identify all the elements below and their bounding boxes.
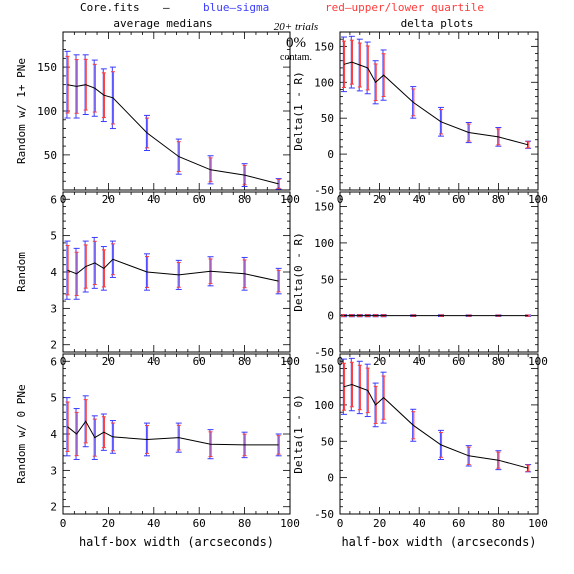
- y-tick-label: 150: [314, 40, 334, 53]
- x-tick-label: 60: [452, 193, 465, 206]
- x-tick-label: 20: [373, 193, 386, 206]
- y-tick-label: 6: [50, 193, 57, 206]
- plot-frame: [339, 353, 539, 515]
- y-tick-label: 5: [50, 392, 57, 405]
- y-tick-label: 4: [50, 428, 57, 441]
- y-axis-label: Random: [15, 252, 28, 292]
- x-tick-label: 20: [102, 355, 115, 368]
- y-tick-label: 100: [37, 105, 57, 118]
- left-column-title: average medians: [113, 17, 212, 30]
- x-tick-label: 80: [492, 193, 505, 206]
- y-axis-label: Delta(1 - R): [292, 71, 305, 150]
- x-axis-label: half-box width (arcseconds): [79, 535, 274, 549]
- median-line: [67, 420, 279, 446]
- plot-frame: [339, 31, 539, 191]
- y-axis-label: Random w/ 1+ PNe: [15, 58, 28, 164]
- y-tick-label: -50: [314, 508, 334, 521]
- x-tick-label: 60: [193, 355, 206, 368]
- x-tick-label: 80: [492, 517, 505, 530]
- right-column-title: delta plots: [401, 17, 474, 30]
- y-tick-label: -50: [314, 346, 334, 359]
- x-tick-label: 60: [452, 517, 465, 530]
- y-tick-label: 5: [50, 230, 57, 243]
- x-tick-label: 40: [147, 517, 160, 530]
- plot-frame: [62, 353, 291, 515]
- y-tick-label: 3: [50, 464, 57, 477]
- x-tick-label: 80: [238, 355, 251, 368]
- y-tick-label: 6: [50, 355, 57, 368]
- y-tick-label: 3: [50, 302, 57, 315]
- x-tick-label: 0: [337, 517, 344, 530]
- x-tick-label: 40: [413, 517, 426, 530]
- x-tick-label: 60: [452, 355, 465, 368]
- contamination-percent: 0%: [286, 35, 306, 51]
- x-tick-label: 100: [528, 517, 548, 530]
- x-tick-label: 80: [238, 517, 251, 530]
- y-tick-label: 4: [50, 266, 57, 279]
- plot-p1: 02040608010050100150Random w/ 1+ PNe: [15, 31, 300, 206]
- sigma-legend-note: blue–sigma: [203, 1, 269, 14]
- x-tick-label: 20: [102, 517, 115, 530]
- x-tick-label: 40: [147, 355, 160, 368]
- plot-frame: [62, 191, 291, 353]
- y-tick-label: 100: [314, 76, 334, 89]
- x-tick-label: 40: [413, 193, 426, 206]
- plots: 02040608010050100150Random w/ 1+ PNe0204…: [15, 31, 548, 549]
- x-tick-label: 20: [373, 355, 386, 368]
- x-tick-label: 60: [193, 517, 206, 530]
- plot-frame: [339, 191, 539, 353]
- y-tick-label: 2: [50, 501, 57, 514]
- x-tick-label: 20: [102, 193, 115, 206]
- file-name-label: Core.fits: [80, 1, 140, 14]
- y-tick-label: 50: [321, 273, 334, 286]
- y-tick-label: 150: [314, 201, 334, 214]
- plot-frame: [62, 31, 291, 191]
- median-line: [67, 258, 279, 282]
- x-tick-label: 0: [60, 517, 67, 530]
- x-tick-label: 40: [413, 355, 426, 368]
- contamination-label: contam.: [280, 52, 312, 63]
- y-axis-label: Delta(1 - 0): [292, 394, 305, 473]
- y-tick-label: 150: [314, 363, 334, 376]
- trials-label: 20+ trials: [274, 21, 318, 33]
- x-tick-label: 80: [492, 355, 505, 368]
- x-tick-label: 60: [193, 193, 206, 206]
- y-tick-label: 100: [314, 399, 334, 412]
- x-tick-label: 20: [373, 517, 386, 530]
- y-tick-label: 50: [44, 149, 57, 162]
- y-tick-label: 150: [37, 61, 57, 74]
- y-tick-label: 50: [321, 112, 334, 125]
- y-axis-label: Delta(0 - R): [292, 232, 305, 311]
- y-tick-label: 0: [327, 472, 334, 485]
- median-line: [343, 383, 529, 469]
- y-axis-label: Random w/ 0 PNe: [15, 384, 28, 483]
- median-line: [67, 84, 279, 185]
- header-dash: –: [163, 1, 170, 14]
- y-tick-label: 0: [327, 310, 334, 323]
- x-tick-label: 80: [238, 193, 251, 206]
- y-tick-label: 2: [50, 339, 57, 352]
- y-tick-label: -50: [314, 184, 334, 197]
- x-tick-label: 100: [280, 517, 300, 530]
- header: Core.fits – blue–sigma red–upper/lower q…: [80, 1, 484, 63]
- x-axis-label: half-box width (arcseconds): [341, 535, 536, 549]
- plot-p5: 0 20 40 60 80 100 2 3 4 5 6 Random w/ 0 PNe half-box…: [15, 353, 300, 549]
- y-tick-label: 100: [314, 237, 334, 250]
- y-tick-label: 0: [327, 148, 334, 161]
- median-line: [343, 61, 529, 146]
- quartile-legend-note: red–upper/lower quartile: [325, 1, 484, 14]
- x-tick-label: 40: [147, 193, 160, 206]
- y-tick-label: 50: [321, 435, 334, 448]
